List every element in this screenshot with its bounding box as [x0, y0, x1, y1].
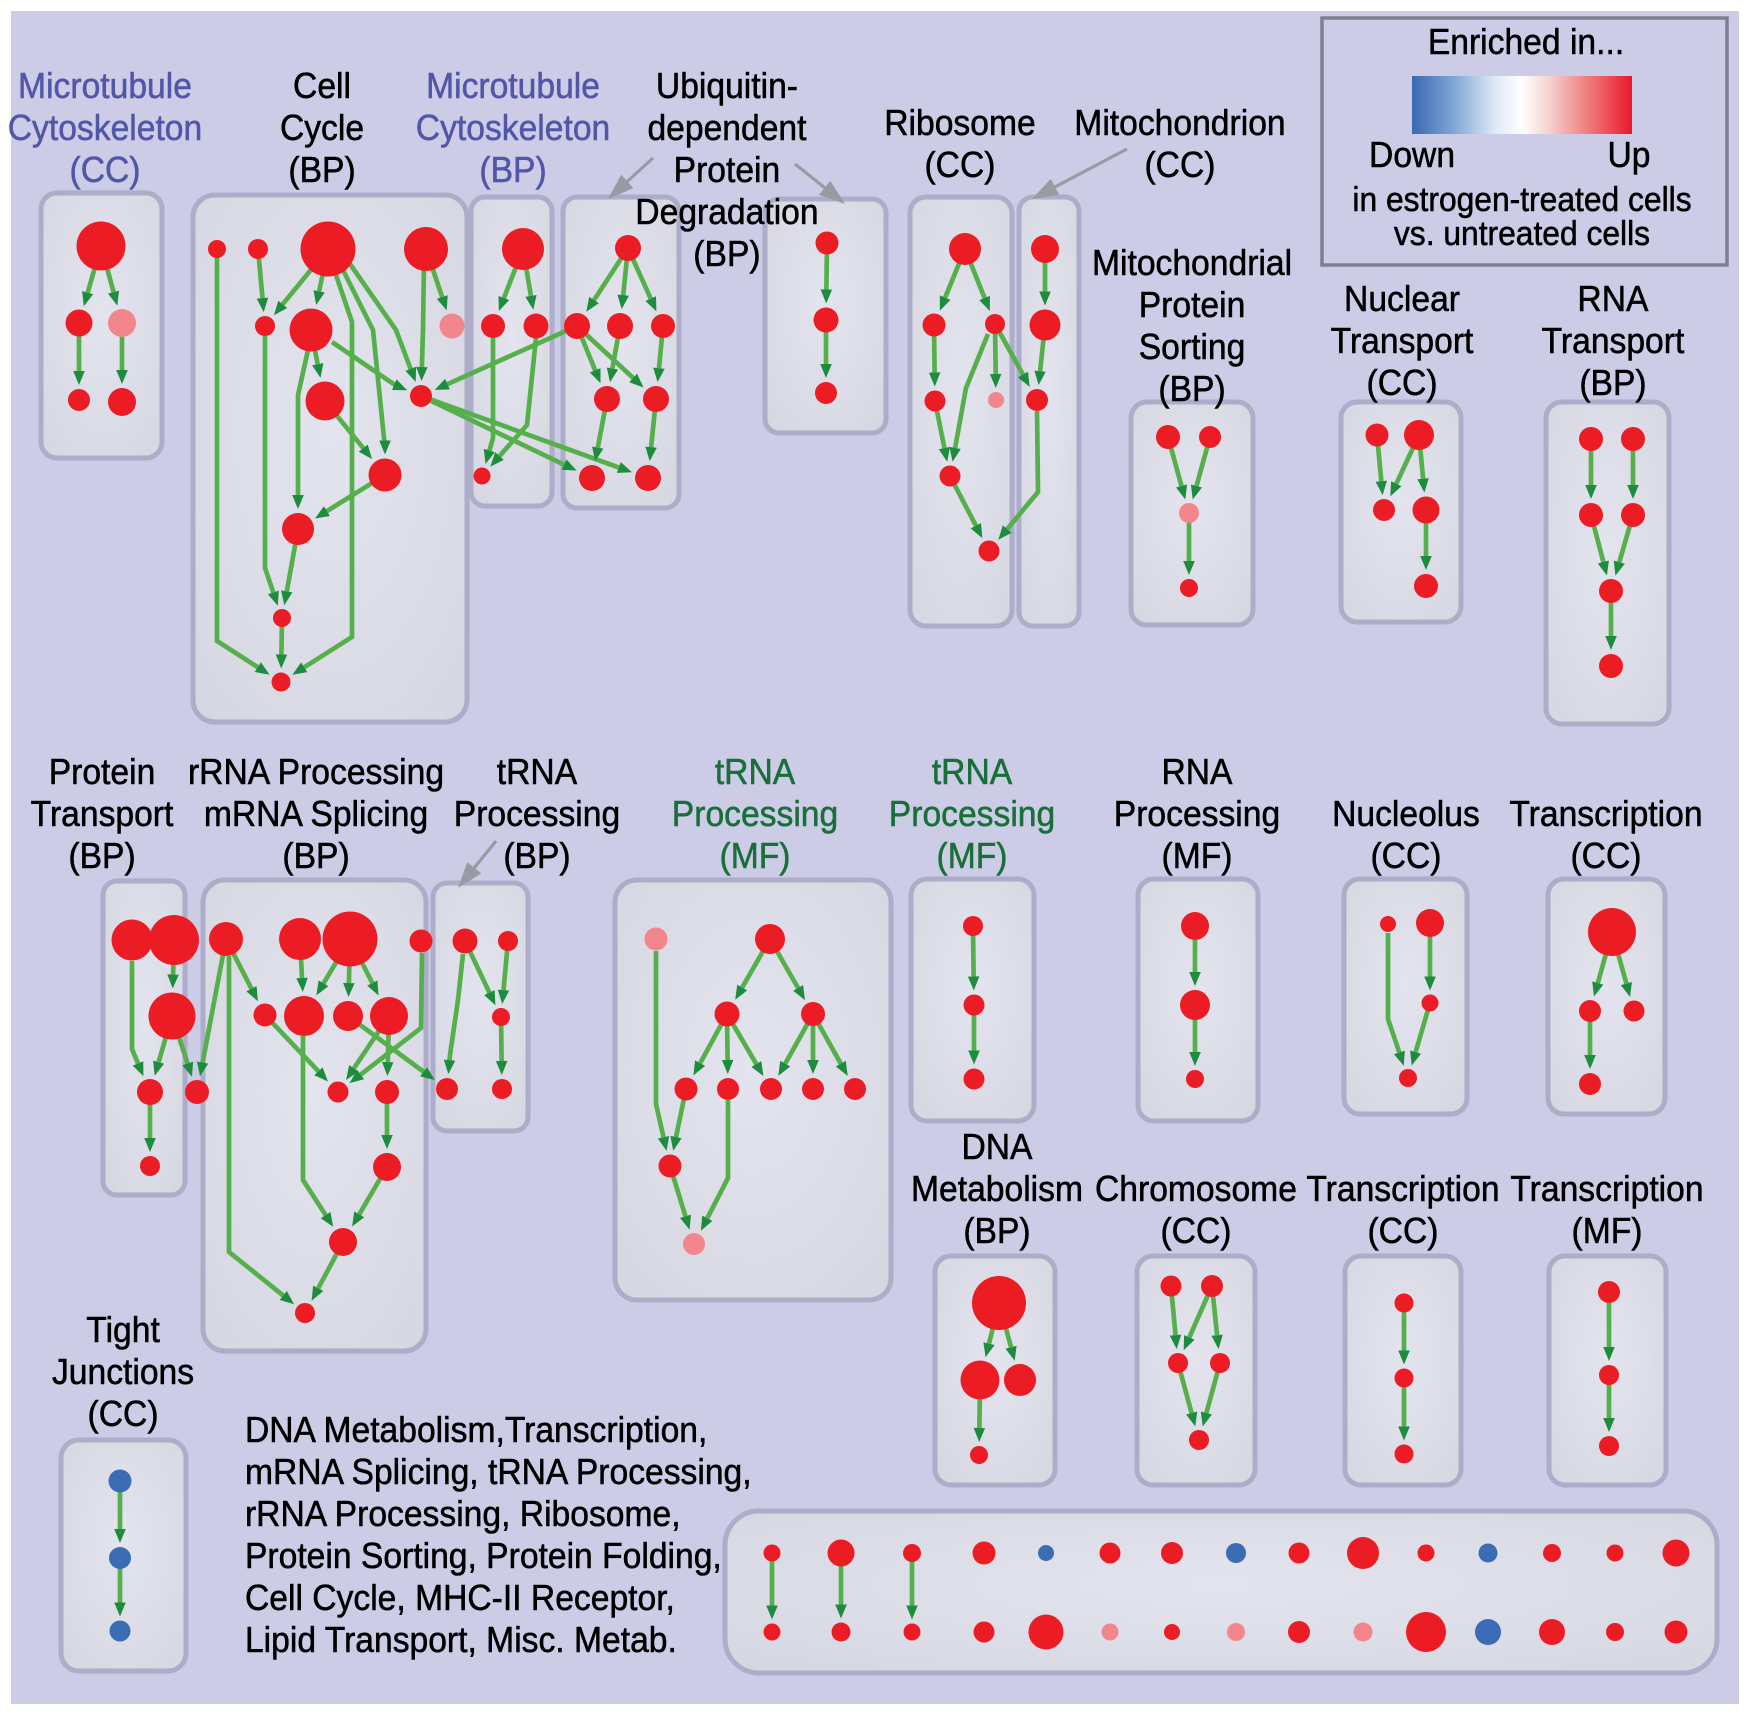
svg-text:Transcription: Transcription [1509, 794, 1702, 834]
svg-text:(BP): (BP) [288, 150, 355, 190]
svg-text:Transport: Transport [1331, 321, 1474, 361]
svg-text:mRNA Splicing: mRNA Splicing [204, 794, 428, 834]
svg-text:Microtubule: Microtubule [18, 66, 192, 106]
svg-text:Cytoskeleton: Cytoskeleton [416, 108, 610, 148]
svg-text:(BP): (BP) [479, 150, 546, 190]
svg-text:Up: Up [1607, 135, 1650, 175]
svg-text:Transport: Transport [1542, 321, 1685, 361]
svg-text:RNA: RNA [1577, 279, 1649, 319]
svg-text:rRNA Processing, Ribosome,: rRNA Processing, Ribosome, [245, 1494, 681, 1534]
svg-text:Processing: Processing [454, 794, 620, 834]
svg-text:Enriched in...: Enriched in... [1428, 22, 1624, 62]
svg-text:Chromosome: Chromosome [1095, 1169, 1297, 1209]
svg-text:Cell Cycle, MHC-II Receptor,: Cell Cycle, MHC-II Receptor, [245, 1578, 675, 1618]
svg-text:Cell: Cell [293, 66, 351, 106]
svg-text:(CC): (CC) [924, 145, 995, 185]
svg-text:(BP): (BP) [963, 1211, 1030, 1251]
svg-text:Cycle: Cycle [280, 108, 364, 148]
svg-text:in estrogen-treated cells: in estrogen-treated cells [1352, 180, 1691, 218]
svg-text:vs. untreated cells: vs. untreated cells [1394, 214, 1650, 252]
svg-text:(CC): (CC) [1367, 1211, 1438, 1251]
svg-text:Sorting: Sorting [1139, 327, 1246, 367]
svg-text:Mitochondrion: Mitochondrion [1074, 103, 1285, 143]
svg-text:Cytoskeleton: Cytoskeleton [8, 108, 202, 148]
svg-text:(CC): (CC) [88, 1394, 159, 1434]
svg-text:Processing: Processing [889, 794, 1055, 834]
svg-text:Protein: Protein [1139, 285, 1246, 325]
svg-text:Junctions: Junctions [52, 1352, 194, 1392]
svg-text:Nuclear: Nuclear [1344, 279, 1460, 319]
svg-text:(CC): (CC) [70, 150, 141, 190]
svg-text:tRNA: tRNA [497, 752, 578, 792]
svg-text:(BP): (BP) [693, 234, 760, 274]
svg-text:Processing: Processing [672, 794, 838, 834]
svg-text:(CC): (CC) [1144, 145, 1215, 185]
svg-text:(CC): (CC) [1160, 1211, 1231, 1251]
svg-text:Down: Down [1369, 135, 1455, 175]
svg-text:Ribosome: Ribosome [884, 103, 1035, 143]
svg-text:(BP): (BP) [1158, 369, 1225, 409]
svg-text:(CC): (CC) [1367, 363, 1438, 403]
svg-text:Protein Sorting, Protein Foldi: Protein Sorting, Protein Folding, [245, 1536, 722, 1576]
svg-text:(MF): (MF) [720, 836, 791, 876]
svg-text:(CC): (CC) [1570, 836, 1641, 876]
svg-text:RNA: RNA [1161, 752, 1233, 792]
svg-text:tRNA: tRNA [715, 752, 796, 792]
svg-text:(BP): (BP) [282, 836, 349, 876]
svg-text:(BP): (BP) [503, 836, 570, 876]
svg-text:mRNA Splicing, tRNA Processing: mRNA Splicing, tRNA Processing, [245, 1452, 752, 1492]
svg-text:Degradation: Degradation [635, 192, 818, 232]
svg-text:(CC): (CC) [1370, 836, 1441, 876]
svg-text:Lipid Transport, Misc. Metab.: Lipid Transport, Misc. Metab. [245, 1620, 677, 1660]
svg-text:(BP): (BP) [1579, 363, 1646, 403]
svg-text:(MF): (MF) [1571, 1211, 1642, 1251]
svg-text:rRNA Processing: rRNA Processing [188, 752, 444, 792]
svg-text:dependent: dependent [647, 108, 806, 148]
svg-text:Transcription: Transcription [1510, 1169, 1703, 1209]
svg-text:DNA: DNA [961, 1127, 1033, 1167]
svg-text:Mitochondrial: Mitochondrial [1092, 243, 1292, 283]
svg-text:Transport: Transport [31, 794, 174, 834]
svg-text:Metabolism: Metabolism [911, 1169, 1083, 1209]
svg-text:tRNA: tRNA [932, 752, 1013, 792]
svg-text:Transcription: Transcription [1306, 1169, 1499, 1209]
svg-text:(BP): (BP) [68, 836, 135, 876]
svg-text:Microtubule: Microtubule [426, 66, 600, 106]
svg-text:(MF): (MF) [937, 836, 1008, 876]
svg-text:DNA Metabolism,Transcription,: DNA Metabolism,Transcription, [245, 1410, 707, 1450]
svg-text:Nucleolus: Nucleolus [1332, 794, 1480, 834]
svg-text:Protein: Protein [674, 150, 781, 190]
svg-text:(MF): (MF) [1161, 836, 1232, 876]
svg-text:Processing: Processing [1114, 794, 1280, 834]
svg-text:Ubiquitin-: Ubiquitin- [656, 66, 798, 106]
svg-text:Protein: Protein [49, 752, 156, 792]
svg-text:Tight: Tight [86, 1310, 160, 1350]
